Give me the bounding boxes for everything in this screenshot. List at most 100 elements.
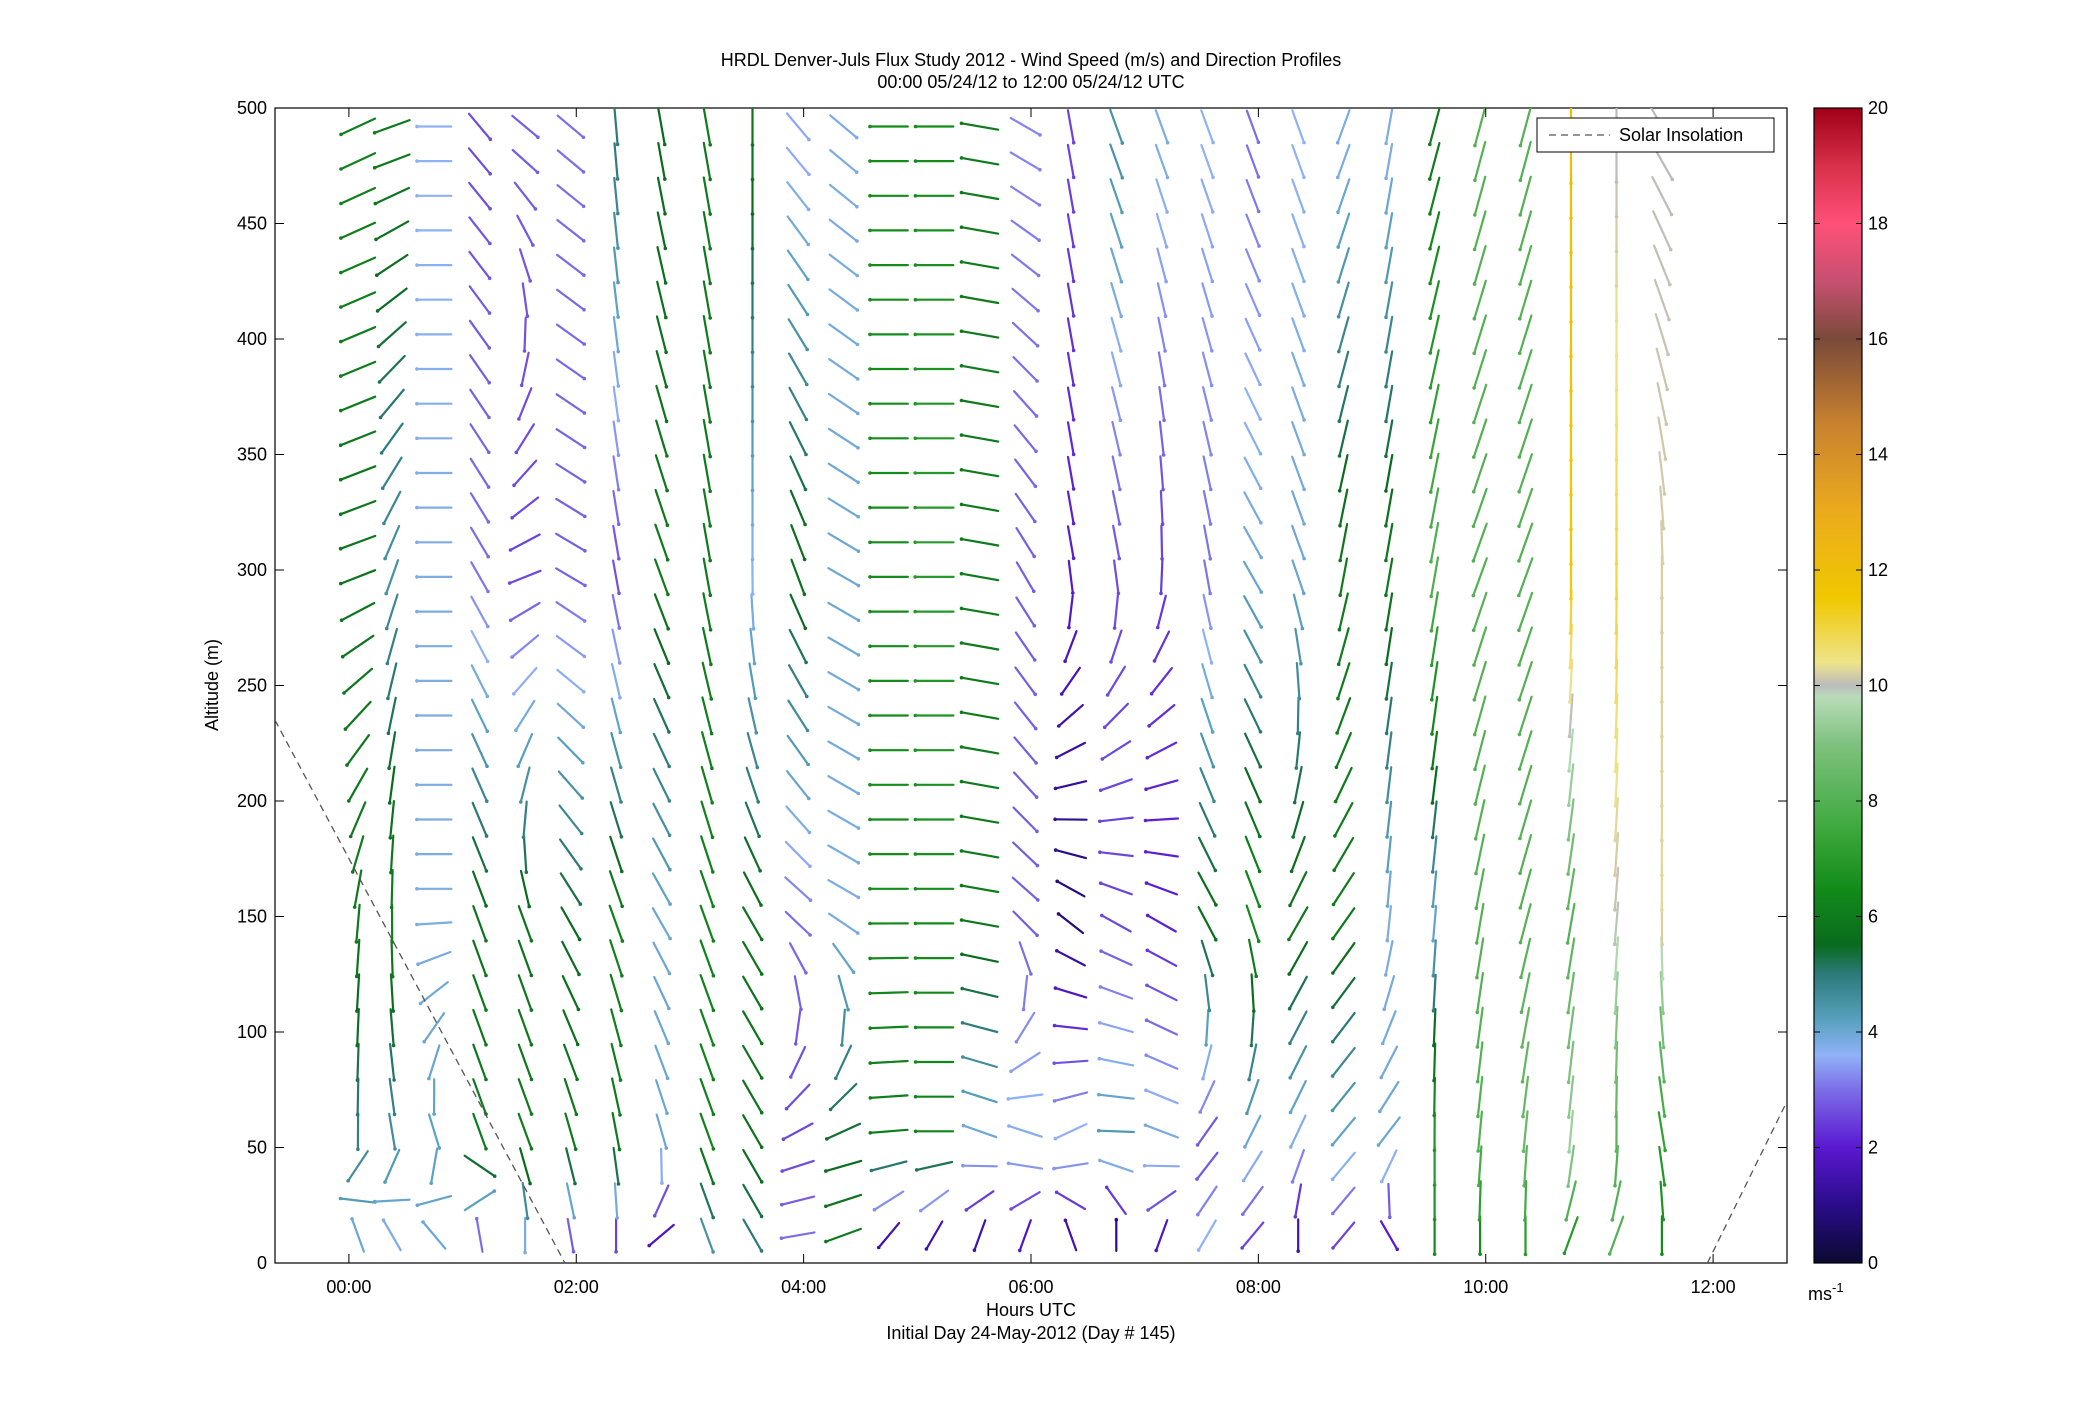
wind-vector	[513, 181, 537, 210]
wind-vector-head	[709, 662, 713, 667]
wind-vector-head	[868, 228, 872, 233]
wind-vector-head	[876, 1245, 881, 1250]
wind-vector	[564, 1112, 577, 1151]
wind-vector-head	[1432, 1148, 1437, 1153]
wind-vector-head	[1428, 177, 1432, 181]
wind-vector-head	[1613, 769, 1618, 774]
wind-vector	[1245, 1078, 1260, 1115]
wind-vector	[1012, 356, 1039, 383]
wind-vector-head	[1154, 1248, 1158, 1253]
wind-vector-head	[1071, 383, 1076, 387]
wind-vector-head	[387, 766, 391, 770]
wind-vector-head	[579, 867, 583, 871]
wind-vector	[1613, 866, 1620, 911]
wind-vector	[1331, 942, 1356, 975]
wind-vector	[610, 1008, 623, 1047]
wind-vector-head	[1209, 661, 1214, 665]
wind-vector	[699, 869, 715, 908]
wind-vector-head	[1429, 594, 1433, 599]
wind-vector	[388, 1112, 397, 1151]
wind-vector-head	[1567, 769, 1571, 773]
wind-vector-head	[1614, 249, 1619, 254]
wind-vector-head	[856, 480, 860, 485]
wind-vector-head	[437, 1146, 442, 1150]
wind-vector-head	[1474, 871, 1478, 876]
wind-vector	[1055, 741, 1087, 759]
wind-vector-head	[1337, 454, 1342, 458]
wind-vector	[1196, 1116, 1218, 1147]
wind-vector-head	[708, 628, 713, 632]
wind-vector	[745, 766, 760, 804]
wind-vector-head	[750, 350, 755, 355]
wind-vector-head	[1614, 284, 1619, 289]
wind-vector	[1060, 666, 1082, 696]
wind-vector-head	[750, 592, 755, 596]
wind-vector	[1384, 350, 1394, 388]
wind-vector-head	[1302, 314, 1306, 318]
wind-vector-head	[664, 1146, 669, 1150]
wind-vector-head	[913, 817, 918, 822]
wind-vector-head	[415, 228, 419, 233]
wind-vector-head	[1521, 1149, 1526, 1154]
wind-vector	[742, 1183, 763, 1218]
wind-vector	[612, 350, 620, 388]
wind-vector	[1157, 351, 1166, 387]
wind-vector	[1658, 1041, 1666, 1083]
y-tick-label: 150	[237, 907, 267, 927]
wind-vector-head	[1613, 908, 1617, 912]
wind-vector-head	[960, 952, 964, 957]
wind-vector	[1432, 973, 1437, 1012]
wind-vector-head	[577, 972, 581, 977]
wind-vector-head	[913, 159, 918, 163]
wind-vector-head	[339, 374, 343, 378]
wind-vector-head	[854, 135, 859, 140]
wind-vector	[785, 805, 811, 834]
wind-vector	[1144, 779, 1179, 791]
wind-vector	[387, 696, 397, 735]
wind-vector-head	[415, 332, 419, 337]
wind-vector-head	[1336, 280, 1341, 284]
wind-vector-head	[1163, 314, 1168, 319]
wind-vector-head	[959, 121, 964, 126]
wind-vector	[562, 1043, 579, 1081]
wind-vector-head	[1144, 1053, 1148, 1057]
wind-vector-head	[1476, 1183, 1481, 1188]
wind-vector-head	[1143, 1123, 1148, 1127]
wind-vector-head	[750, 523, 755, 527]
wind-vector-head	[1208, 557, 1213, 561]
wind-vector-head	[1333, 834, 1337, 838]
wind-vector-head	[1384, 280, 1388, 285]
wind-vector-head	[1097, 1056, 1102, 1061]
wind-vector-head	[484, 904, 488, 908]
colorbar-tick-label: 4	[1868, 1022, 1878, 1042]
wind-vector-head	[1038, 167, 1042, 172]
wind-vector-head	[356, 1147, 360, 1152]
wind-vector-head	[1336, 245, 1340, 249]
x-axis: 00:00 02:00 04:00 06:00 08:00 10:00 12:00	[326, 108, 1736, 1297]
wind-vector-head	[1431, 904, 1435, 909]
wind-vector	[1658, 450, 1666, 495]
wind-vector	[1518, 349, 1533, 389]
wind-vector	[877, 1221, 901, 1249]
wind-vector-head	[663, 246, 668, 251]
wind-vector	[561, 940, 581, 976]
wind-vector-head	[1288, 903, 1292, 908]
wind-vector-head	[1071, 418, 1076, 422]
wind-vector	[1429, 314, 1440, 355]
wind-vector-head	[668, 867, 672, 872]
wind-vector-head	[1473, 837, 1478, 841]
wind-vector	[827, 775, 860, 795]
wind-vector-head	[1566, 837, 1571, 842]
wind-vector-head	[523, 1250, 527, 1255]
wind-vector	[1199, 1080, 1216, 1114]
wind-vector-head	[1337, 489, 1342, 493]
wind-vector-head	[1052, 1099, 1057, 1103]
wind-vector-head	[1144, 1088, 1148, 1092]
wind-vector	[788, 421, 808, 456]
wind-vector-head	[711, 939, 716, 943]
wind-vector	[356, 1007, 360, 1047]
wind-vector-head	[512, 692, 516, 696]
wind-vector	[521, 1181, 529, 1220]
wind-vector	[472, 974, 488, 1012]
wind-vector	[386, 662, 398, 700]
